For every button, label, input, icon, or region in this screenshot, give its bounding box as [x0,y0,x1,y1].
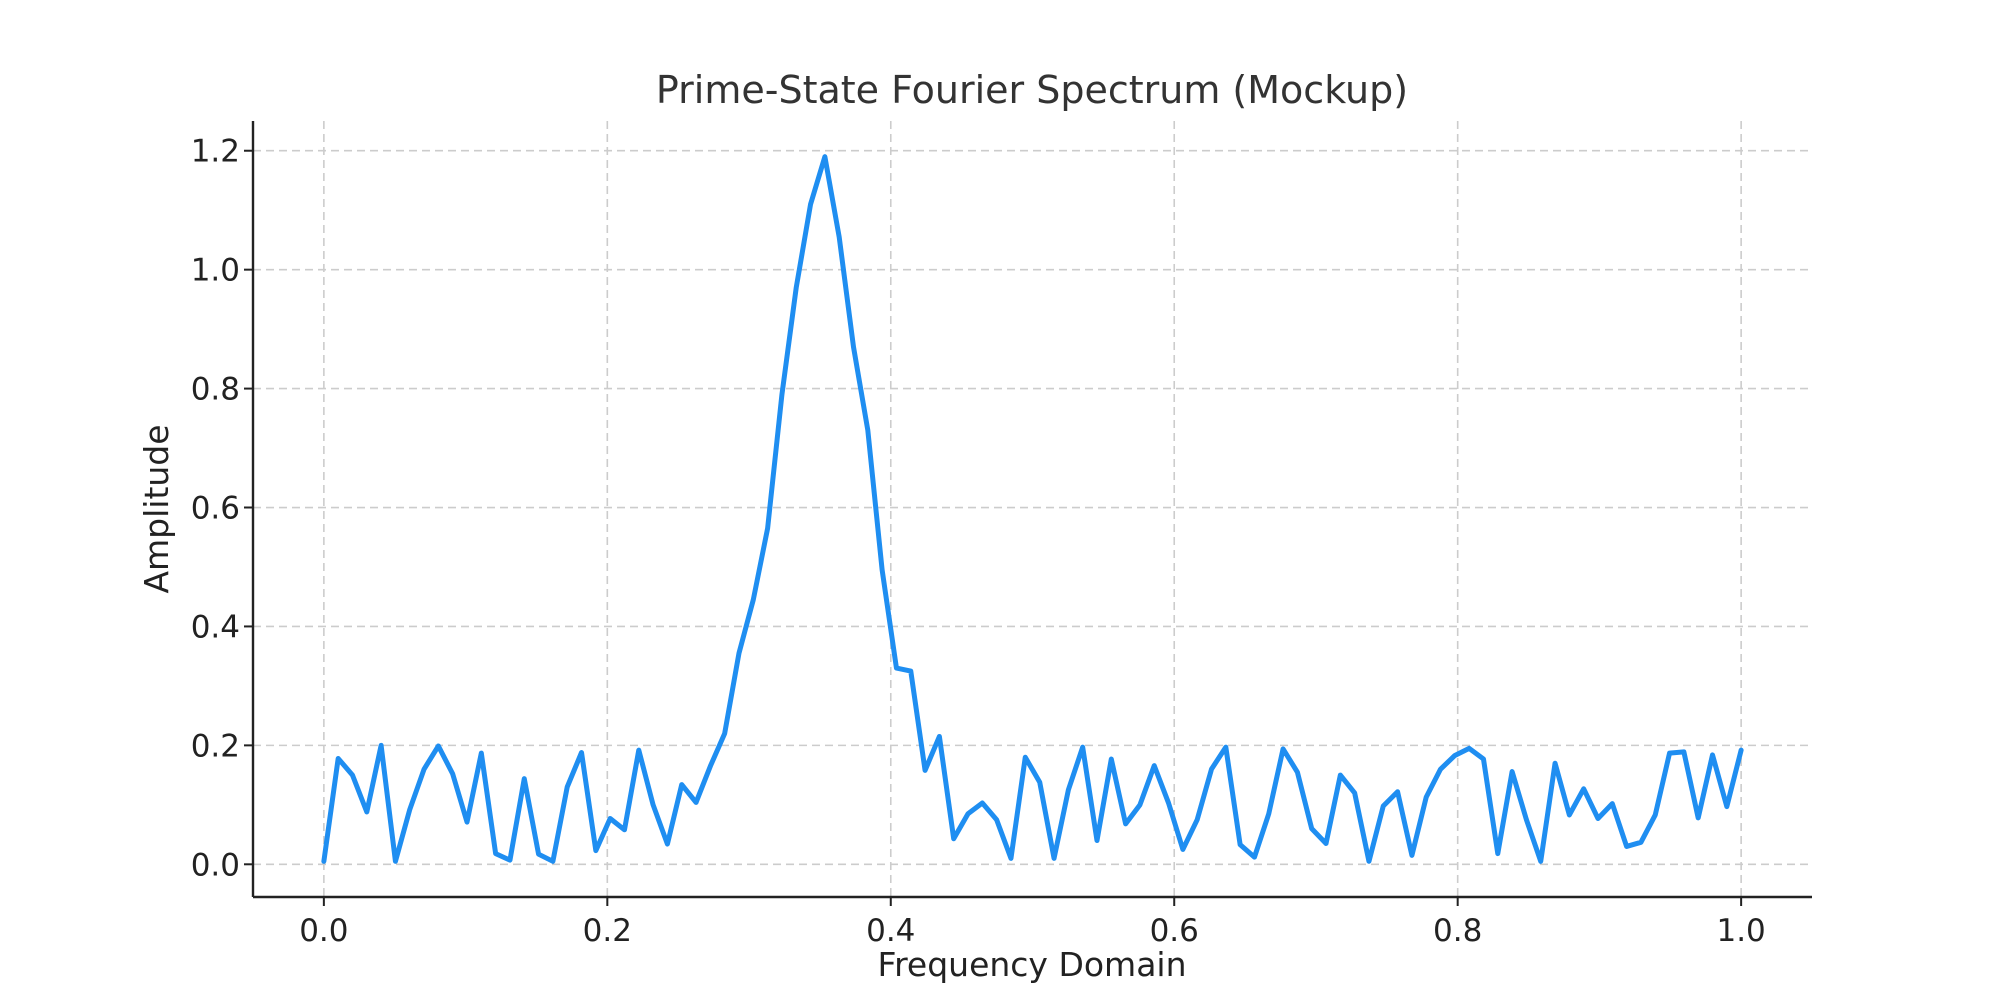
x-tick-label: 0.8 [1433,913,1482,949]
y-tick-label: 0.6 [191,491,240,527]
x-tick-label: 1.0 [1716,913,1765,949]
axes [251,121,1812,899]
series-line [321,154,1744,864]
y-tick-label: 0.0 [191,847,240,883]
x-tick-label: 0.6 [1150,913,1199,949]
chart-title: Prime-State Fourier Spectrum (Mockup) [656,68,1408,112]
y-tick-label: 1.0 [191,253,240,289]
y-axis-label: Amplitude [137,424,176,593]
y-tick-label: 0.4 [191,609,240,645]
x-tick-label: 0.0 [299,913,348,949]
x-axis-label: Frequency Domain [877,945,1186,984]
y-tick-label: 1.2 [191,134,240,170]
y-tick-label: 0.8 [191,372,240,408]
x-tick-label: 0.4 [866,913,915,949]
y-tick-label: 0.2 [191,728,240,764]
x-tick-label: 0.2 [583,913,632,949]
series [321,154,1744,864]
ticks: 0.0 0.2 0.4 0.6 0.8 1.0 0.0 0.2 0.4 0.6 0.8 1.0 1.2 [191,134,1766,949]
